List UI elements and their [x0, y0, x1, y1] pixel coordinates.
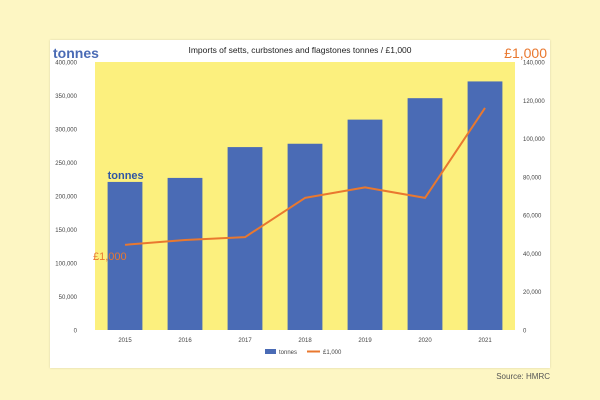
- bar: [167, 177, 203, 330]
- legend: tonnes £1,000: [265, 349, 342, 356]
- legend-label-gbp: £1,000: [323, 350, 342, 356]
- bar: [347, 119, 383, 331]
- y-right-tick-label: 80,000: [523, 175, 542, 181]
- legend-label-tonnes: tonnes: [279, 350, 297, 356]
- y-right-tick-label: 20,000: [523, 290, 542, 296]
- x-tick-label: 2019: [358, 338, 372, 344]
- y-right-tick-label: 120,000: [523, 99, 545, 105]
- line-series: [124, 107, 486, 246]
- y-left-tick-label: 50,000: [59, 295, 78, 301]
- y-left-ticks: 0 50,000 100,000 150,000 200,000 250,000 300,0…: [55, 61, 77, 335]
- x-tick-label: 2020: [418, 338, 432, 344]
- legend-swatch-tonnes: [265, 349, 276, 354]
- y-left-tick-label: 200,000: [55, 195, 77, 201]
- source-note: Source: HMRC: [496, 372, 550, 381]
- y-right-tick-label: 40,000: [523, 252, 542, 258]
- y-left-tick-label: 100,000: [55, 262, 77, 268]
- bar-series: [107, 81, 503, 331]
- y-left-tick-label: 400,000: [55, 61, 77, 67]
- x-tick-label: 2018: [298, 338, 312, 344]
- bar: [467, 81, 503, 331]
- y-left-tick-label: 0: [74, 329, 78, 335]
- y-left-tick-label: 300,000: [55, 128, 77, 134]
- y-right-ticks: 0 20,000 40,000 60,000 80,000 100,000 120,000 1…: [523, 61, 545, 335]
- y-right-axis-label: £1,000: [504, 45, 547, 61]
- x-tick-label: 2016: [178, 338, 192, 344]
- bar: [107, 181, 143, 330]
- y-left-axis-label: tonnes: [53, 45, 99, 61]
- x-tick-label: 2017: [238, 338, 252, 344]
- x-tick-label: 2021: [478, 338, 492, 344]
- y-right-tick-label: 140,000: [523, 61, 545, 67]
- series-line: [124, 107, 486, 246]
- bar: [407, 98, 443, 331]
- chart-svg: Imports of setts, curbstones and flagsto…: [53, 45, 547, 356]
- x-ticks: 2015 2016 2017 2018 2019 2020 2021: [118, 338, 492, 344]
- chart-card: Imports of setts, curbstones and flagsto…: [50, 40, 550, 368]
- chart-title: Imports of setts, curbstones and flagsto…: [188, 45, 411, 55]
- x-tick-label: 2015: [118, 338, 132, 344]
- y-left-tick-label: 150,000: [55, 228, 77, 234]
- y-right-tick-label: 60,000: [523, 214, 542, 220]
- annotation-gbp: £1,000: [93, 251, 127, 263]
- y-right-tick-label: 100,000: [523, 137, 545, 143]
- y-left-tick-label: 350,000: [55, 94, 77, 100]
- y-right-tick-label: 0: [523, 329, 527, 335]
- bar: [287, 143, 323, 330]
- annotation-tonnes: tonnes: [108, 170, 144, 182]
- y-left-tick-label: 250,000: [55, 161, 77, 167]
- annotations: tonnes £1,000: [93, 170, 144, 263]
